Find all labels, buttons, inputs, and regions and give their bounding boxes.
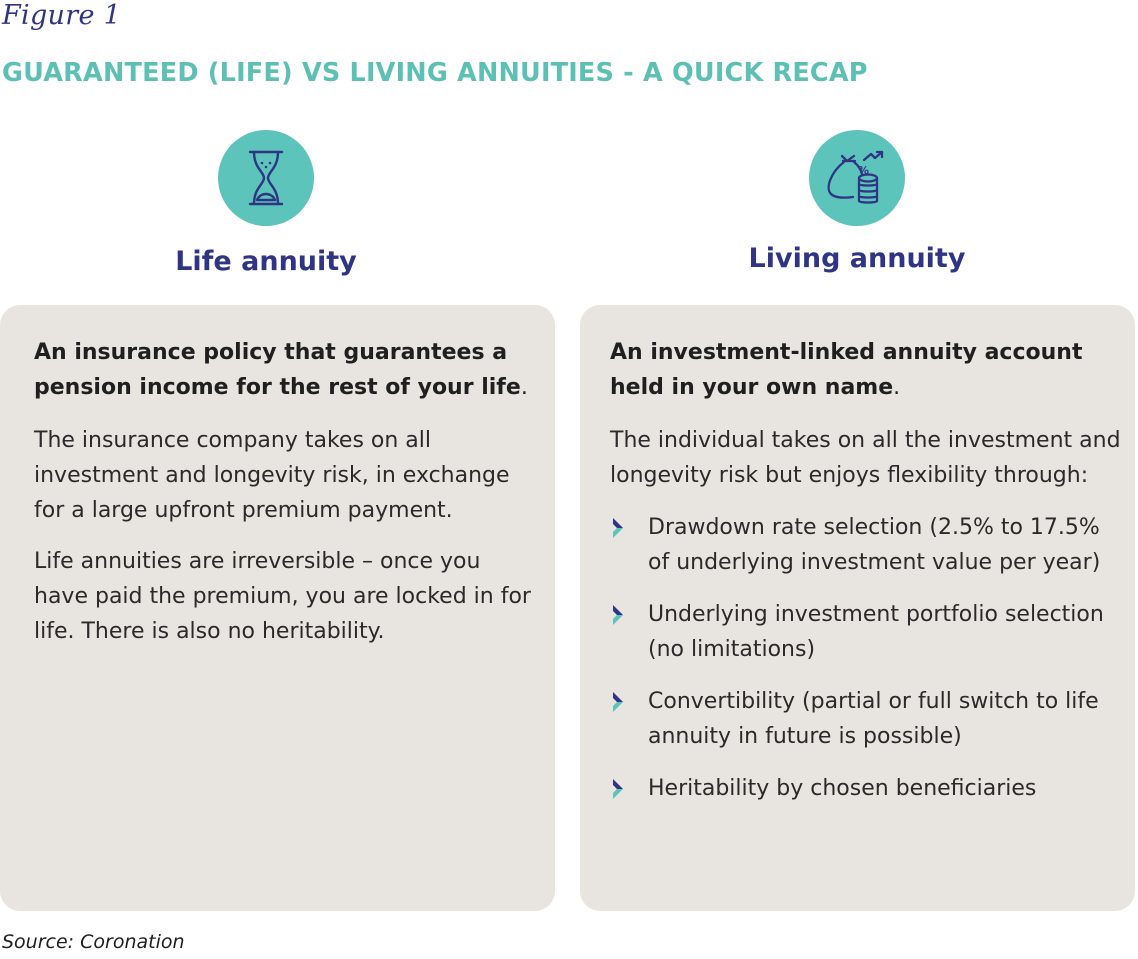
living-annuity-icon-circle: % <box>809 130 905 226</box>
list-item-text: Drawdown rate selection (2.5% to 17.5% o… <box>648 515 1101 575</box>
figure-title: GUARANTEED (LIFE) VS LIVING ANNUITIES - … <box>2 58 868 88</box>
chevron-bullet-icon <box>613 518 623 538</box>
life-annuity-definition-end: . <box>520 375 528 400</box>
living-annuity-intro: The individual takes on all the investme… <box>610 428 1121 488</box>
living-annuity-definition-end: . <box>893 375 901 400</box>
list-item: Underlying investment portfolio selectio… <box>610 597 1121 667</box>
life-annuity-definition-text: An insurance policy that guarantees a pe… <box>34 340 521 400</box>
list-item-text: Underlying investment portfolio selectio… <box>648 602 1104 662</box>
source-note: Source: Coronation <box>2 931 185 953</box>
life-annuity-paragraph: The insurance company takes on all inves… <box>34 428 510 523</box>
life-annuity-panel: An insurance policy that guarantees a pe… <box>0 305 555 911</box>
living-annuity-heading: Living annuity <box>748 243 966 274</box>
living-annuity-definition: An investment-linked annuity account hel… <box>610 335 1121 405</box>
figure-label: Figure 1 <box>2 0 122 31</box>
life-annuity-paragraph: Life annuities are irreversible – once y… <box>34 549 531 644</box>
list-item-text: Convertibility (partial or full switch t… <box>648 689 1099 749</box>
life-annuity-icon-circle <box>218 130 314 226</box>
money-bag-coins-growth-icon: % <box>827 150 884 204</box>
list-item-text: Heritability by chosen beneficiaries <box>648 776 1037 801</box>
list-item: Convertibility (partial or full switch t… <box>610 684 1121 754</box>
chevron-bullet-icon <box>613 605 623 625</box>
chevron-bullet-icon <box>613 779 623 799</box>
life-annuity-definition: An insurance policy that guarantees a pe… <box>34 335 537 405</box>
living-annuity-definition-text: An investment-linked annuity account hel… <box>610 340 1083 400</box>
chevron-bullet-icon <box>613 692 623 712</box>
hourglass-icon <box>248 150 284 206</box>
flexibility-list: Drawdown rate selection (2.5% to 17.5% o… <box>610 510 1121 806</box>
life-annuity-heading: Life annuity <box>175 246 357 277</box>
list-item: Heritability by chosen beneficiaries <box>610 771 1121 806</box>
list-item: Drawdown rate selection (2.5% to 17.5% o… <box>610 510 1121 580</box>
percent-glyph: % <box>858 164 869 177</box>
living-annuity-panel: An investment-linked annuity account hel… <box>580 305 1135 911</box>
